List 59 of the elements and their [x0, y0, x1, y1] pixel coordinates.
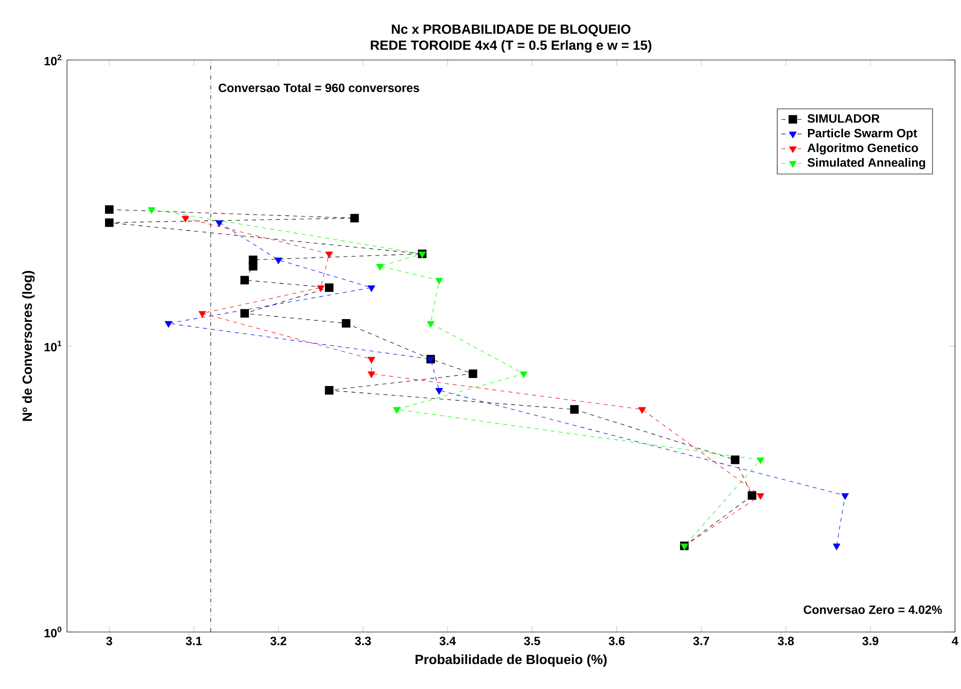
point	[248, 262, 258, 271]
x-tick-label: 3	[106, 636, 112, 646]
chart-subtitle: REDE TOROIDE 4x4 (T = 0.5 Erlang e w = 15)	[370, 40, 652, 53]
point	[435, 388, 443, 395]
point	[748, 491, 756, 500]
x-axis-title: Probabilidade de Bloqueio (%)	[416, 654, 607, 667]
point	[520, 371, 528, 378]
x-tick-label: 3.1	[186, 636, 202, 646]
point	[216, 220, 223, 227]
legend-label: Simulated Annealing	[808, 158, 926, 170]
point	[368, 371, 376, 378]
y-tick-label: 10$^{1}$	[44, 340, 62, 352]
point	[148, 207, 156, 214]
point	[756, 458, 764, 464]
point	[638, 407, 646, 414]
point	[274, 258, 282, 264]
point	[324, 386, 334, 395]
point	[105, 218, 114, 227]
point	[324, 283, 334, 292]
point	[376, 264, 384, 271]
point	[756, 493, 764, 500]
legend-label: Particle Swarm Opt	[808, 128, 918, 140]
point	[426, 321, 434, 328]
point	[240, 309, 249, 318]
legend-label: SIMULADOR	[808, 114, 880, 123]
point	[325, 252, 333, 258]
y-tick-label: 10$^{0}$	[44, 626, 62, 638]
annotation: Conversao Zero = 4.02%	[804, 605, 942, 614]
point	[342, 319, 350, 328]
point	[164, 321, 172, 328]
point	[350, 214, 359, 222]
x-tick-label: 3.9	[862, 636, 878, 646]
x-tick-label: 3.2	[270, 636, 286, 646]
point	[368, 285, 376, 292]
point	[832, 544, 840, 550]
point	[198, 311, 206, 318]
y-axis-title: Nº de Conversores (log)	[22, 270, 35, 421]
point	[182, 216, 190, 222]
x-tick-label: 3.4	[440, 636, 456, 646]
annotation: Conversao Total = 960 conversores	[218, 83, 420, 92]
point	[105, 205, 114, 214]
x-tick-label: 3.7	[693, 636, 710, 646]
point	[730, 456, 740, 464]
x-tick-label: 3.8	[778, 636, 794, 646]
x-tick-label: 3.5	[524, 636, 540, 646]
x-tick-label: 3.3	[354, 636, 371, 646]
point	[240, 276, 249, 284]
x-tick-label: 4	[952, 636, 958, 645]
y-tick-label: 10$^{2}$	[44, 54, 62, 66]
point	[570, 405, 579, 414]
point	[393, 407, 401, 414]
point	[368, 356, 376, 364]
x-tick-label: 3.6	[608, 636, 625, 646]
point	[468, 369, 478, 378]
legend-label: Algoritmo Genetico	[807, 143, 918, 155]
point	[316, 285, 324, 292]
point	[435, 278, 443, 284]
chart-title: Nc x PROBABILIDADE DE BLOQUEIO	[392, 24, 630, 36]
point	[841, 493, 849, 500]
